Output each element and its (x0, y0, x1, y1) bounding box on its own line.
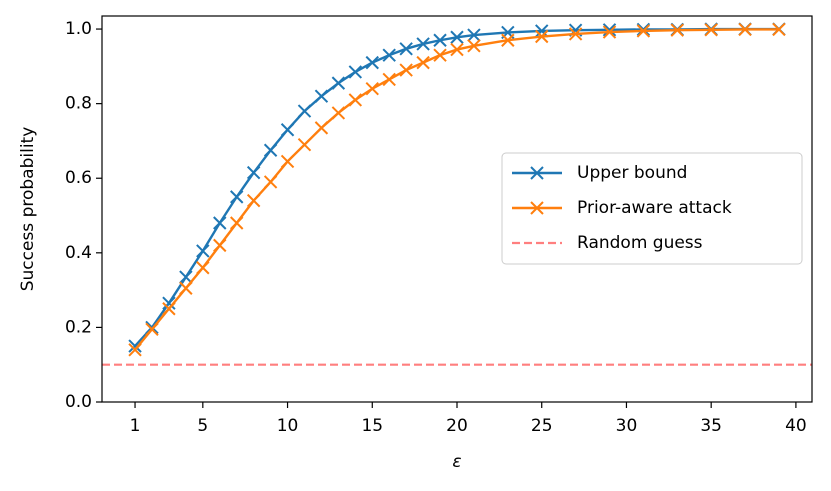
y-tick-label: 0.4 (65, 243, 92, 263)
data-marker (602, 25, 617, 39)
data-marker (535, 29, 549, 44)
data-marker (636, 24, 651, 38)
data-marker (263, 175, 278, 189)
legend-marker (530, 166, 544, 180)
data-marker (230, 190, 244, 204)
data-marker (602, 23, 617, 37)
legend-box (501, 152, 803, 265)
data-marker (128, 339, 142, 353)
y-tick-label: 0.0 (65, 392, 92, 412)
data-marker (145, 322, 159, 336)
data-marker (433, 48, 447, 62)
data-marker (246, 165, 261, 180)
data-marker (636, 22, 651, 37)
data-marker (162, 296, 176, 310)
y-tick-label: 0.8 (65, 94, 92, 114)
data-marker (246, 193, 261, 208)
data-marker (382, 72, 396, 87)
y-tick-label: 1.0 (65, 19, 92, 39)
legend-label: Prior-aware attack (577, 198, 732, 218)
data-marker (467, 28, 481, 42)
x-tick-label: 30 (616, 416, 638, 436)
data-marker (280, 154, 295, 169)
data-marker (772, 22, 786, 37)
data-marker (179, 281, 193, 295)
data-marker (467, 39, 481, 53)
series-line (134, 27, 779, 347)
x-tick-label: 5 (197, 416, 208, 436)
data-marker (196, 244, 210, 258)
legend-marker (530, 201, 544, 215)
data-marker (365, 82, 379, 96)
data-marker (331, 106, 346, 120)
data-marker (213, 238, 227, 253)
data-marker (738, 22, 752, 37)
data-marker (365, 55, 379, 70)
data-marker (416, 55, 430, 70)
data-marker (382, 48, 396, 62)
data-marker (314, 89, 329, 103)
x-tick-label: 15 (361, 416, 383, 436)
y-tick-label: 0.2 (65, 317, 92, 337)
data-marker (535, 24, 549, 38)
data-marker (399, 42, 413, 56)
data-marker (416, 37, 430, 51)
data-marker (263, 143, 278, 157)
data-marker (213, 216, 227, 230)
data-marker (348, 93, 363, 107)
data-marker (704, 23, 718, 37)
x-tick-label: 35 (700, 416, 722, 436)
data-marker (280, 123, 295, 137)
data-marker (331, 76, 346, 90)
data-marker (670, 23, 684, 37)
data-marker (568, 27, 583, 41)
data-marker (297, 104, 312, 118)
x-tick-label: 1 (130, 416, 141, 436)
data-marker (230, 216, 244, 230)
data-marker (314, 121, 329, 135)
data-marker (179, 270, 193, 284)
data-marker (196, 261, 210, 275)
legend-label: Upper bound (577, 163, 687, 183)
x-tick-label: 10 (277, 416, 299, 436)
data-marker (297, 137, 312, 152)
x-tick-label: 40 (785, 416, 807, 436)
data-marker (450, 30, 464, 44)
plot-frame (101, 15, 813, 403)
data-marker (162, 302, 176, 316)
x-axis-label: ε (452, 452, 461, 472)
data-marker (348, 65, 363, 79)
data-marker (501, 33, 515, 47)
data-marker (450, 42, 464, 57)
data-marker (128, 343, 142, 357)
data-marker (433, 33, 447, 47)
y-tick-label: 0.6 (65, 168, 92, 188)
legend-label: Random guess (577, 233, 703, 253)
y-axis-label: Success probability (18, 127, 38, 292)
x-tick-label: 25 (531, 416, 553, 436)
x-tick-label: 20 (446, 416, 468, 436)
data-marker (399, 63, 413, 77)
